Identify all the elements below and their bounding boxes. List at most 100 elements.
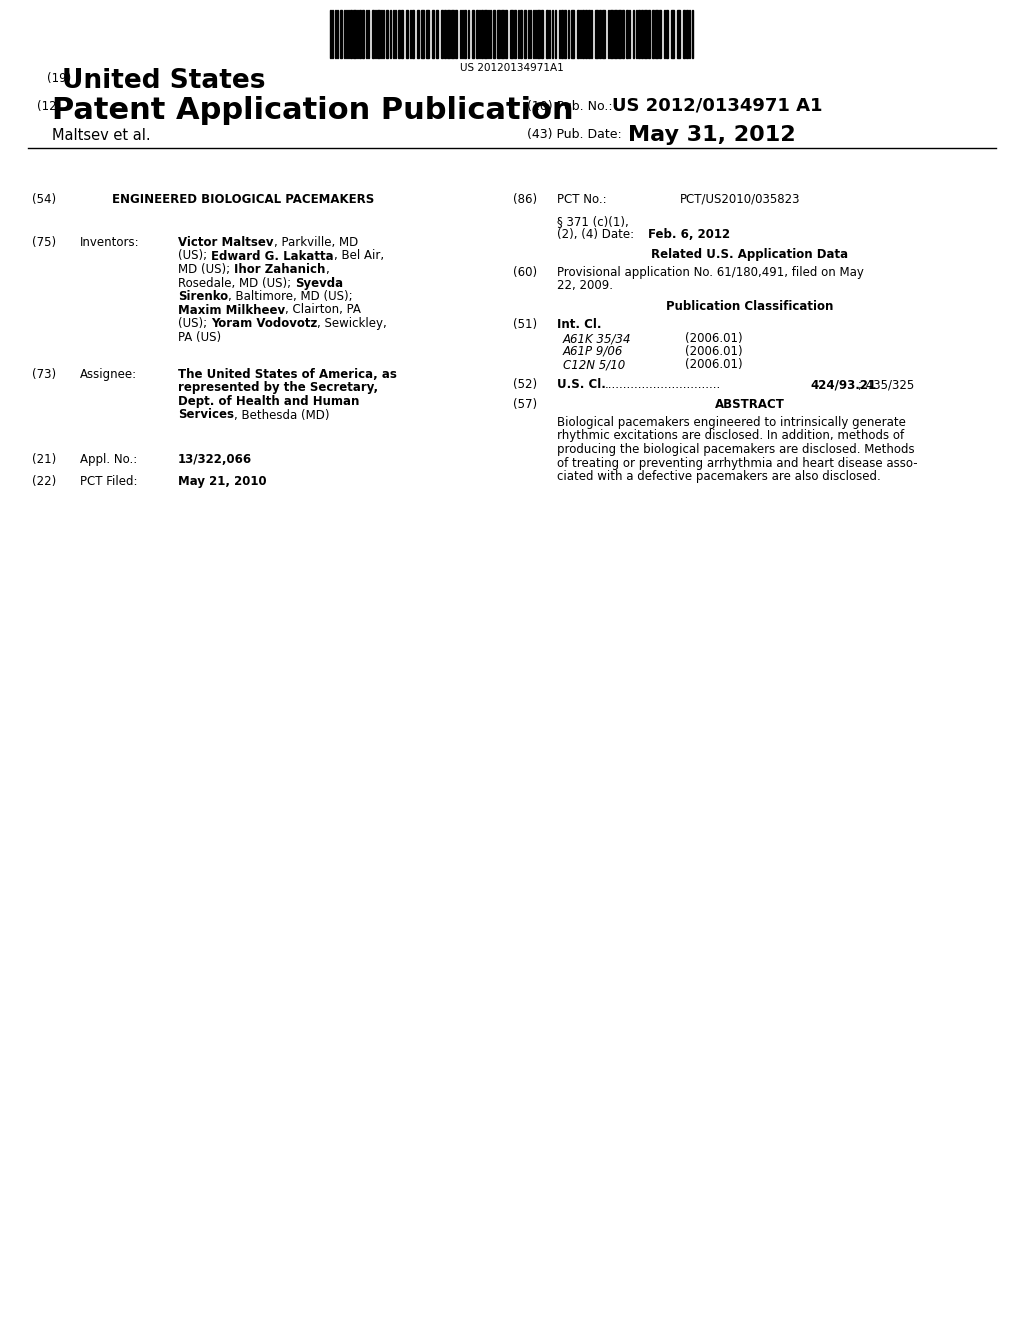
Bar xyxy=(505,11,507,58)
Text: May 21, 2010: May 21, 2010 xyxy=(178,475,266,488)
Bar xyxy=(644,11,647,58)
Text: , Clairton, PA: , Clairton, PA xyxy=(285,304,361,317)
Text: A61P 9/06: A61P 9/06 xyxy=(563,345,624,358)
Bar xyxy=(514,11,516,58)
Bar xyxy=(537,11,540,58)
Bar xyxy=(432,11,434,58)
Text: , Parkville, MD: , Parkville, MD xyxy=(273,236,357,249)
Bar xyxy=(602,11,605,58)
Bar xyxy=(666,11,668,58)
Text: (73): (73) xyxy=(32,368,56,381)
Text: PA (US): PA (US) xyxy=(178,330,221,343)
Text: (2), (4) Date:: (2), (4) Date: xyxy=(557,228,634,242)
Text: Syevda: Syevda xyxy=(295,276,343,289)
Bar xyxy=(406,11,408,58)
Bar xyxy=(353,11,356,58)
Bar xyxy=(401,11,403,58)
Bar xyxy=(476,11,478,58)
Text: Yoram Vodovotz: Yoram Vodovotz xyxy=(211,317,317,330)
Bar xyxy=(426,11,429,58)
Text: Assignee:: Assignee: xyxy=(80,368,137,381)
Bar xyxy=(599,11,601,58)
Text: Rosedale, MD (US);: Rosedale, MD (US); xyxy=(178,276,295,289)
Bar xyxy=(510,11,513,58)
Text: , Baltimore, MD (US);: , Baltimore, MD (US); xyxy=(228,290,352,304)
Bar xyxy=(372,11,374,58)
Text: , Bel Air,: , Bel Air, xyxy=(334,249,384,263)
Text: U.S. Cl.: U.S. Cl. xyxy=(557,378,606,391)
Text: Int. Cl.: Int. Cl. xyxy=(557,318,601,331)
Text: Provisional application No. 61/180,491, filed on May: Provisional application No. 61/180,491, … xyxy=(557,267,864,279)
Text: C12N 5/10: C12N 5/10 xyxy=(563,358,626,371)
Bar xyxy=(622,11,624,58)
Bar xyxy=(386,11,388,58)
Bar xyxy=(610,11,613,58)
Bar xyxy=(524,11,526,58)
Text: , Bethesda (MD): , Bethesda (MD) xyxy=(234,408,330,421)
Bar xyxy=(441,11,443,58)
Text: Edward G. Lakatta: Edward G. Lakatta xyxy=(211,249,334,263)
Text: PCT No.:: PCT No.: xyxy=(557,193,606,206)
Bar xyxy=(520,11,522,58)
Text: (2006.01): (2006.01) xyxy=(685,345,742,358)
Text: Sirenko: Sirenko xyxy=(178,290,228,304)
Text: Biological pacemakers engineered to intrinsically generate: Biological pacemakers engineered to intr… xyxy=(557,416,906,429)
Bar xyxy=(571,11,574,58)
Text: 424/93.21: 424/93.21 xyxy=(810,378,877,391)
Bar xyxy=(464,11,466,58)
Text: ...............................: ............................... xyxy=(605,378,721,391)
Text: (52): (52) xyxy=(513,378,538,391)
Bar xyxy=(614,11,617,58)
Text: (12): (12) xyxy=(37,100,61,114)
Text: (86): (86) xyxy=(513,193,538,206)
Bar xyxy=(564,11,566,58)
Text: (2006.01): (2006.01) xyxy=(685,333,742,345)
Text: A61K 35/34: A61K 35/34 xyxy=(563,333,632,345)
Text: Victor Maltsev: Victor Maltsev xyxy=(178,236,273,249)
Text: US 2012/0134971 A1: US 2012/0134971 A1 xyxy=(612,96,822,115)
Bar xyxy=(618,11,621,58)
Bar xyxy=(588,11,590,58)
Bar xyxy=(585,11,587,58)
Text: represented by the Secretary,: represented by the Secretary, xyxy=(178,381,378,395)
Text: Appl. No.:: Appl. No.: xyxy=(80,453,137,466)
Bar xyxy=(377,11,380,58)
Bar xyxy=(398,11,400,58)
Bar xyxy=(484,11,487,58)
Bar xyxy=(648,11,650,58)
Text: (21): (21) xyxy=(32,453,56,466)
Bar xyxy=(577,11,579,58)
Text: ciated with a defective pacemakers are also disclosed.: ciated with a defective pacemakers are a… xyxy=(557,470,881,483)
Bar xyxy=(541,11,543,58)
Text: (2006.01): (2006.01) xyxy=(685,358,742,371)
Bar xyxy=(481,11,483,58)
Text: ENGINEERED BIOLOGICAL PACEMAKERS: ENGINEERED BIOLOGICAL PACEMAKERS xyxy=(112,193,374,206)
Bar xyxy=(497,11,500,58)
Text: (43) Pub. Date:: (43) Pub. Date: xyxy=(527,128,622,141)
Bar xyxy=(595,11,598,58)
Text: The United States of America, as: The United States of America, as xyxy=(178,368,397,381)
Text: producing the biological pacemakers are disclosed. Methods: producing the biological pacemakers are … xyxy=(557,444,914,455)
Bar xyxy=(472,11,474,58)
Bar xyxy=(686,11,688,58)
Text: Patent Application Publication: Patent Application Publication xyxy=(52,96,573,125)
Bar xyxy=(340,11,342,58)
Bar xyxy=(671,11,674,58)
Text: Maltsev et al.: Maltsev et al. xyxy=(52,128,151,143)
Bar xyxy=(677,11,680,58)
Bar xyxy=(455,11,457,58)
Text: , Sewickley,: , Sewickley, xyxy=(317,317,387,330)
Text: Maxim Milkheev: Maxim Milkheev xyxy=(178,304,285,317)
Text: (75): (75) xyxy=(32,236,56,249)
Text: (US);: (US); xyxy=(178,249,211,263)
Bar xyxy=(447,11,450,58)
Bar xyxy=(412,11,414,58)
Text: Ihor Zahanich: Ihor Zahanich xyxy=(233,263,326,276)
Text: § 371 (c)(1),: § 371 (c)(1), xyxy=(557,215,629,228)
Text: 22, 2009.: 22, 2009. xyxy=(557,280,613,293)
Text: Dept. of Health and Human: Dept. of Health and Human xyxy=(178,395,359,408)
Bar xyxy=(638,11,640,58)
Text: PCT/US2010/035823: PCT/US2010/035823 xyxy=(680,193,801,206)
Text: May 31, 2012: May 31, 2012 xyxy=(628,125,796,145)
Text: (22): (22) xyxy=(32,475,56,488)
